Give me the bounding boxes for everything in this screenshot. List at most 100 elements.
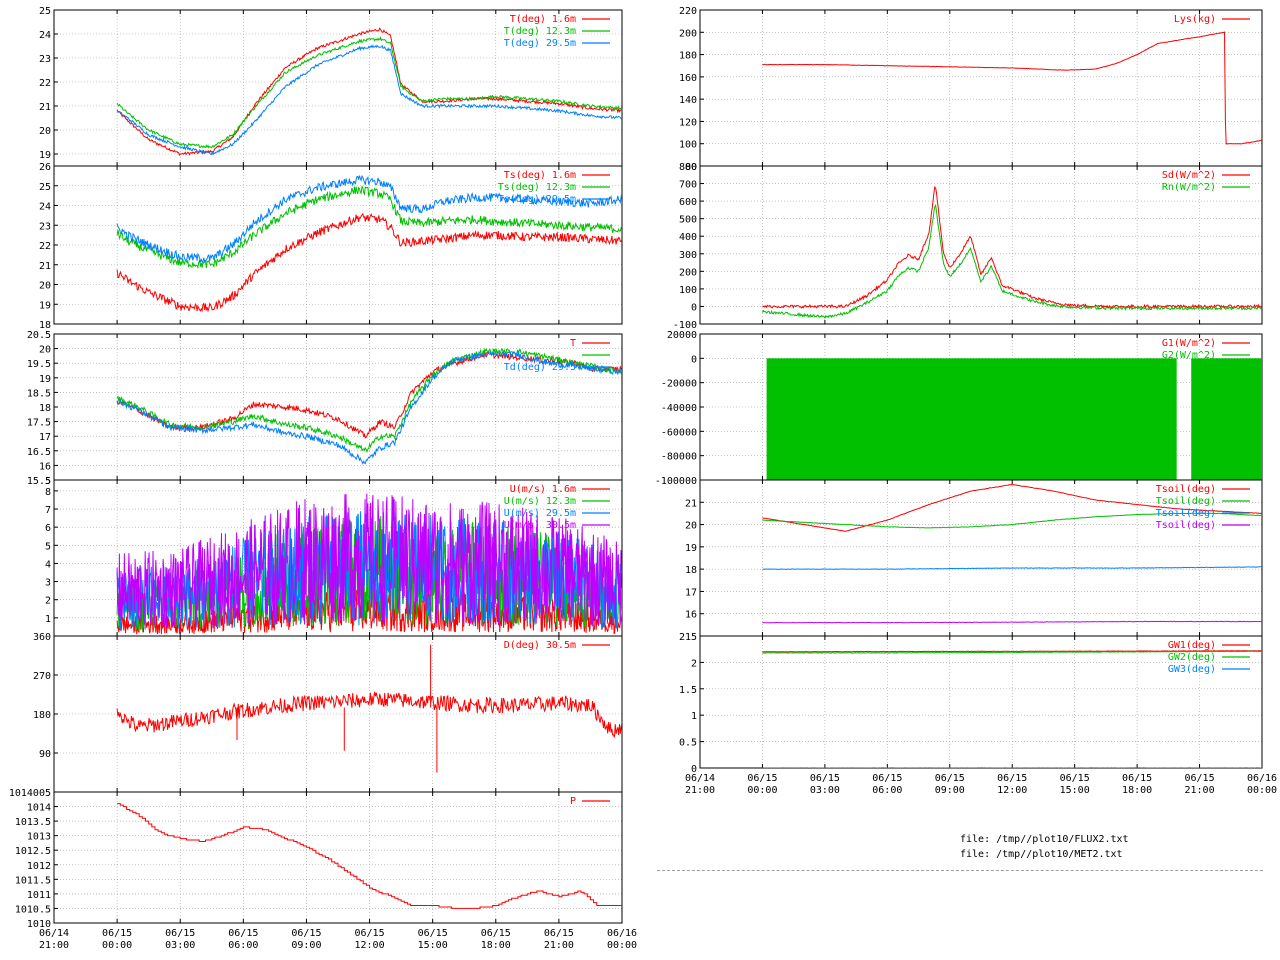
ytick-label: 1 — [691, 711, 697, 722]
xtick-time: 00:00 — [1247, 785, 1277, 796]
ytick-label: 3 — [45, 578, 51, 589]
ytick-label: 6 — [45, 523, 51, 534]
xtick-date: 06/15 — [228, 928, 258, 939]
ytick-label: 22 — [39, 78, 51, 89]
legend-label: T(deg) 29.5m — [504, 38, 576, 49]
ytick-label: 160 — [679, 73, 697, 84]
grid-snow-mass — [699, 9, 1263, 167]
ytick-label: -40000 — [661, 403, 697, 414]
panel-soil-temperature: 212019181716Tsoil(deg)Tsoil(deg)Tsoil(de… — [685, 479, 1263, 637]
xtick-date: 06/15 — [1060, 773, 1090, 784]
ytick-label: 120 — [679, 117, 697, 128]
legend-label: Td(deg) 29.5 — [504, 362, 576, 373]
ytick-label: 180 — [679, 51, 697, 62]
panel-snow-mass: 220 200 180 160 140 120 100 80 Lys(kg) — [679, 6, 1263, 173]
xtick-date: 06/15 — [165, 928, 195, 939]
frame-snow-mass — [699, 9, 1263, 167]
legend-label: T — [570, 338, 576, 349]
xtick-date: 06/15 — [1185, 773, 1215, 784]
ytick-label: 0.5 — [679, 738, 697, 749]
ytick-label: 25 — [39, 6, 51, 17]
xtick-time: 00:00 — [607, 940, 637, 951]
legend-label: T(deg) 1.6m — [510, 14, 576, 25]
series-line-1 — [116, 185, 622, 269]
xtick-time: 15:00 — [418, 940, 448, 951]
ytick-label: 25 — [39, 182, 51, 193]
legend-label: GW3(deg) — [1168, 664, 1216, 675]
xtick-date: 06/14 — [685, 773, 715, 784]
grid-thermometer-temperature — [53, 333, 623, 481]
ytick-label: 16 — [685, 610, 697, 621]
legend-label: U(m/s) 30.5m — [504, 520, 576, 531]
ytick-label: -60000 — [661, 427, 697, 438]
series-line-2 — [116, 174, 622, 264]
legend-label: Tsoil(deg) — [1156, 484, 1216, 495]
ytick-label: 19 — [685, 543, 697, 554]
xtick-time: 15:00 — [1060, 785, 1090, 796]
ytick-label: 5 — [45, 541, 51, 552]
series-area-1 — [1191, 358, 1262, 480]
ytick-label: 80 — [685, 162, 697, 173]
xtick-time: 18:00 — [481, 940, 511, 951]
dashed-divider — [657, 870, 1263, 871]
xtick-time: 18:00 — [1122, 785, 1152, 796]
xtick-time: 21:00 — [544, 940, 574, 951]
panel-thermometer-temperature: 20.5 20 19.5 19 18.5 18 17.5 17 16.5 16 15.5 T Td(de… — [27, 330, 623, 487]
legend-label: U(m/s) 12.3m — [504, 496, 576, 507]
legend-label: G2(W/m^2) — [1162, 350, 1216, 361]
ytick-label: 20 — [39, 345, 51, 356]
ytick-label: 200 — [679, 267, 697, 278]
xtick-time: 09:00 — [291, 940, 321, 951]
ytick-label: 100 — [679, 140, 697, 151]
xtick-date: 06/15 — [102, 928, 132, 939]
panel-wind-direction: 360 270 180 90 D(deg) 30.5m — [33, 632, 623, 793]
ytick-label: 19 — [39, 374, 51, 385]
ytick-label: 0 — [691, 302, 697, 313]
ytick-label: 500 — [679, 215, 697, 226]
ytick-label: 18.5 — [27, 388, 51, 399]
ytick-label: 7 — [45, 505, 51, 516]
ytick-label: 20.5 — [27, 330, 51, 341]
ytick-label: 1013 — [27, 832, 51, 843]
series-line-3 — [762, 620, 1262, 624]
ytick-label: 2 — [691, 658, 697, 669]
ytick-label: 20 — [39, 281, 51, 292]
legend-label: G1(W/m^2) — [1162, 338, 1216, 349]
ytick-label: 1014005 — [9, 788, 51, 799]
frame-pressure — [53, 791, 623, 924]
legend-label: T(deg) 12.3m — [504, 26, 576, 37]
legend-label: GW2(deg) — [1168, 652, 1216, 663]
ytick-label: 1011 — [27, 890, 51, 901]
series-line-2 — [116, 350, 622, 465]
ytick-label: 270 — [33, 671, 51, 682]
ytick-label: 1012.5 — [15, 846, 51, 857]
ytick-label: 2 — [45, 596, 51, 607]
ytick-label: 24 — [39, 202, 51, 213]
ytick-label: 5 — [45, 476, 51, 487]
xtick-date: 06/15 — [872, 773, 902, 784]
ytick-label: 1012 — [27, 861, 51, 872]
file-path-met: file: /tmp//plot10/MET2.txt — [960, 849, 1123, 860]
ytick-label: 215 — [679, 632, 697, 643]
legend-label: Ts(deg) 12.3m — [498, 182, 576, 193]
legend-label: GW1(deg) — [1168, 640, 1216, 651]
xtick-time: 21:00 — [685, 785, 715, 796]
ytick-label: 22 — [39, 241, 51, 252]
legend-label: P — [570, 796, 576, 807]
ytick-label: 19 — [39, 150, 51, 161]
panel-radiation: 800 700 600 500 400 300 200 100 0 -100 Sd(W/m^2)Rn… — [673, 162, 1263, 331]
xtick-date: 06/15 — [291, 928, 321, 939]
ytick-label: 140 — [679, 95, 697, 106]
panel-pressure: 1014 1013.5 1013 1012.5 1012 1011.5 1011 1010.5… — [9, 788, 637, 951]
series-line-0 — [762, 650, 1262, 653]
legend-label: Tsoil(deg) — [1156, 520, 1216, 531]
ytick-label: 1013.5 — [15, 817, 51, 828]
ytick-label: 0 — [691, 354, 697, 365]
series-line-2 — [762, 566, 1262, 570]
ytick-label: 21 — [685, 498, 697, 509]
ytick-label: 20 — [685, 521, 697, 532]
ytick-label: 16 — [39, 461, 51, 472]
xtick-date: 06/15 — [935, 773, 965, 784]
ytick-label: 17.5 — [27, 418, 51, 429]
ytick-label: 100 — [679, 285, 697, 296]
